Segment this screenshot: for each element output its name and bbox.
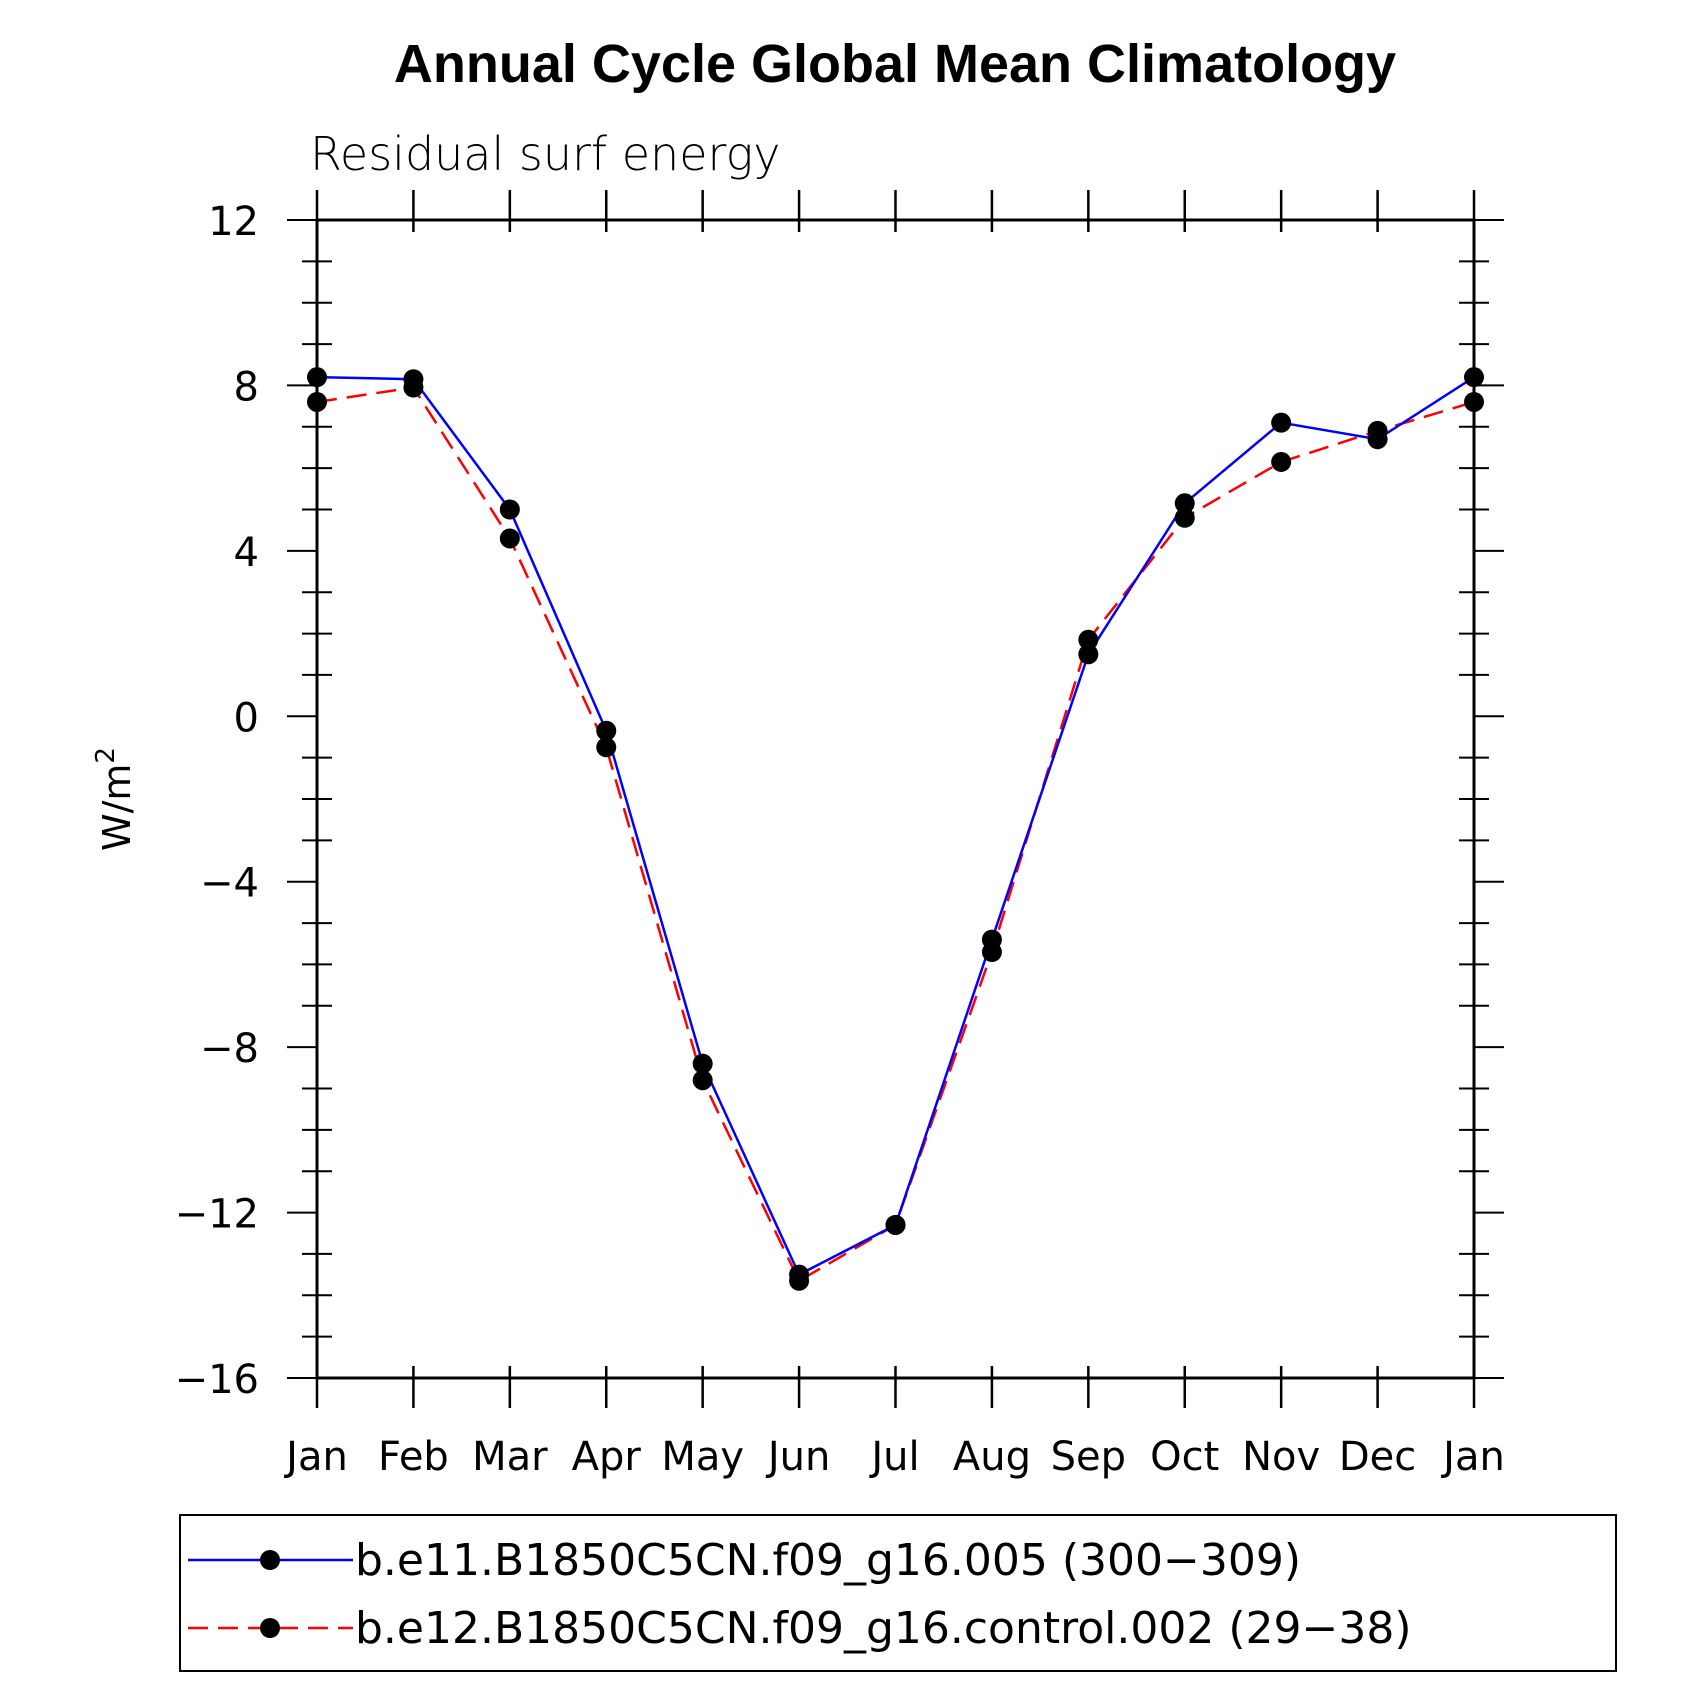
x-tick-label: Aug — [953, 1434, 1031, 1480]
y-axis-label-superscript: 2 — [91, 747, 121, 764]
x-tick-label: Jan — [283, 1434, 348, 1480]
x-tick-label: Feb — [378, 1434, 449, 1480]
data-point-series-2 — [789, 1270, 810, 1291]
y-tick-label: 0 — [234, 695, 259, 741]
data-point-series-2 — [981, 942, 1002, 963]
data-point-series-1 — [1174, 493, 1195, 514]
data-point-series-2 — [885, 1214, 906, 1235]
series-layer — [307, 367, 1484, 1291]
series-line-2 — [316, 386, 1475, 1283]
x-tick-label: Jul — [868, 1434, 919, 1480]
y-tick-label: −4 — [200, 861, 259, 907]
data-point-series-2 — [692, 1070, 713, 1091]
data-point-series-2 — [1367, 420, 1388, 441]
x-tick-label: Jun — [765, 1434, 831, 1480]
data-point-series-2 — [307, 391, 327, 412]
x-tick-label: Mar — [472, 1434, 548, 1480]
data-point-series-1 — [1271, 412, 1292, 433]
data-point-series-2 — [1078, 629, 1099, 650]
y-tick-label: 4 — [234, 530, 259, 576]
chart-subtitle: Residual surf energy — [310, 127, 780, 181]
data-point-series-1 — [499, 499, 520, 520]
plot-frame — [315, 218, 1476, 1380]
y-tick-label: −16 — [175, 1357, 259, 1403]
x-tick-label: Nov — [1242, 1434, 1320, 1480]
series-line-1 — [316, 375, 1475, 1277]
data-point-series-2 — [403, 377, 424, 398]
legend-label-1: b.e11.B1850C5CN.f09_g16.005 (300−309) — [355, 1535, 1301, 1586]
data-point-series-1 — [692, 1053, 713, 1074]
data-point-series-2 — [1174, 507, 1195, 528]
legend: b.e11.B1850C5CN.f09_g16.005 (300−309) b.e… — [179, 1514, 1617, 1672]
data-point-series-1 — [596, 720, 617, 741]
y-tick-label: 8 — [234, 364, 259, 410]
x-tick-label: Oct — [1150, 1434, 1219, 1480]
legend-marker-1 — [260, 1550, 280, 1570]
chart-title: Annual Cycle Global Mean Climatology — [394, 34, 1396, 94]
x-tick-label: May — [661, 1434, 744, 1480]
x-tick-label: Sep — [1051, 1434, 1126, 1480]
data-point-series-2 — [1271, 451, 1292, 472]
legend-label-2: b.e12.B1850C5CN.f09_g16.control.002 (29−… — [355, 1603, 1412, 1654]
data-point-series-1 — [307, 367, 327, 388]
x-tick-label: Apr — [572, 1434, 642, 1480]
data-point-series-1 — [1464, 367, 1484, 388]
data-point-series-2 — [499, 528, 520, 549]
axes: 12 8 4 0 −4 −8 −12 −16 Jan Feb Mar Apr May Jun Jul Aug S… — [91, 190, 1505, 1480]
x-tick-label: Jan — [1440, 1434, 1505, 1480]
data-point-series-2 — [596, 737, 617, 758]
y-tick-label: −12 — [175, 1192, 259, 1238]
data-point-series-2 — [1464, 391, 1484, 412]
data-point-series-1 — [1078, 644, 1099, 665]
y-tick-label: −8 — [200, 1026, 259, 1072]
legend-marker-2 — [260, 1618, 280, 1638]
y-axis-label: W/m2 — [91, 747, 139, 851]
legend-box — [179, 1514, 1617, 1672]
x-tick-label: Dec — [1339, 1434, 1416, 1480]
y-tick-label: 12 — [208, 199, 259, 245]
